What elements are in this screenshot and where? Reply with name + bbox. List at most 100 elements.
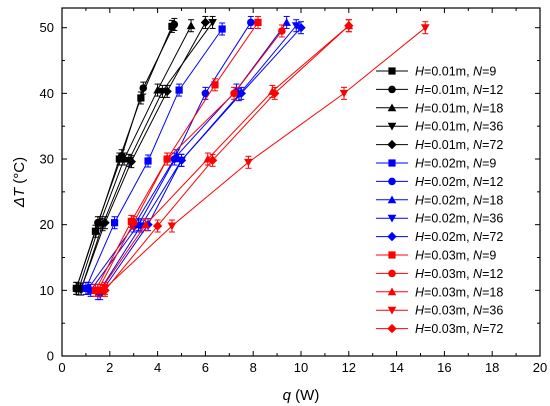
legend-entry: H=0.01m, N=18 [376, 101, 503, 115]
data-point [208, 18, 217, 27]
legend-entry: H=0.03m, N=18 [376, 285, 503, 299]
x-tick-label: 2 [106, 360, 113, 375]
legend-label: H=0.02m, N=36 [415, 212, 503, 226]
series-5 [82, 22, 226, 295]
legend-marker [388, 67, 396, 75]
x-tick-label: 8 [250, 360, 257, 375]
y-axis-var: ΔT [11, 186, 28, 208]
legend-marker [388, 251, 396, 259]
data-point [201, 89, 210, 98]
legend-marker [387, 122, 397, 131]
x-tick-label: 14 [389, 360, 403, 375]
legend-marker [387, 323, 397, 334]
data-point [176, 155, 187, 166]
data-point [278, 27, 286, 35]
legend-marker [388, 177, 396, 186]
legend-label: H=0.01m, N=36 [415, 120, 503, 134]
series-line [80, 22, 206, 290]
data-point [270, 88, 280, 99]
data-point [100, 285, 110, 296]
y-tick-label: 40 [40, 86, 54, 101]
legend-label: H=0.01m, N=12 [415, 83, 503, 97]
data-point [236, 88, 246, 99]
x-tick-label: 12 [342, 360, 356, 375]
data-point [139, 84, 148, 92]
legend-marker [388, 85, 396, 94]
data-point [152, 221, 163, 231]
y-axis-unit: (°C) [11, 157, 28, 188]
legend-label: H=0.01m, N=18 [415, 101, 503, 115]
legend-label: H=0.01m, N=9 [415, 65, 496, 79]
legend-entry: H=0.02m, N=18 [376, 193, 503, 207]
legend-marker [387, 103, 397, 112]
legend-label: H=0.03m, N=18 [415, 285, 503, 299]
data-point [344, 21, 354, 31]
legend-label: H=0.02m, N=9 [415, 157, 496, 171]
data-point [244, 158, 253, 167]
data-point [170, 20, 179, 29]
legend-label: H=0.03m, N=12 [415, 267, 503, 281]
legend-label: H=0.01m, N=72 [415, 138, 503, 152]
legend-marker [387, 214, 397, 223]
data-point [110, 219, 119, 227]
data-point [296, 23, 306, 33]
x-tick-label: 10 [294, 360, 308, 375]
series-14 [100, 19, 354, 297]
data-point [163, 155, 171, 163]
x-tick-label: 18 [485, 360, 499, 375]
legend-label: H=0.02m, N=72 [415, 230, 503, 244]
x-tick-label: 20 [533, 360, 547, 375]
data-point [141, 220, 150, 229]
legend-entry: H=0.01m, N=36 [376, 120, 503, 134]
legend-entry: H=0.03m, N=72 [376, 322, 503, 336]
legend-label: H=0.02m, N=12 [415, 175, 503, 189]
data-point [175, 86, 183, 94]
data-point [162, 86, 172, 97]
data-point [167, 222, 177, 231]
y-tick-label: 10 [40, 283, 54, 298]
data-point [207, 155, 218, 166]
y-tick-label: 0 [47, 349, 54, 364]
legend-marker [387, 287, 397, 296]
legend-entry: H=0.03m, N=36 [376, 304, 503, 318]
y-axis-title: ΔT (°C) [11, 157, 28, 208]
legend-label: H=0.03m, N=9 [415, 249, 496, 263]
series-13 [100, 21, 430, 295]
legend-entry: H=0.02m, N=12 [376, 175, 503, 189]
x-tick-label: 4 [154, 360, 161, 375]
x-tick-label: 0 [58, 360, 65, 375]
legend-entry: H=0.01m, N=9 [376, 65, 496, 79]
data-point [420, 24, 430, 33]
data-point [186, 21, 196, 30]
data-point [137, 94, 145, 102]
data-point [282, 18, 291, 26]
x-axis-unit: (W) [291, 387, 319, 404]
data-point [126, 156, 136, 167]
data-point [100, 218, 110, 228]
y-tick-label: 30 [40, 152, 54, 167]
data-point [247, 18, 255, 27]
series-4 [76, 15, 211, 296]
legend-label: H=0.03m, N=72 [415, 322, 503, 336]
data-point [136, 222, 146, 231]
data-point [291, 22, 301, 31]
legend-marker [388, 159, 396, 167]
series-3 [76, 15, 217, 296]
data-point [153, 85, 162, 94]
data-point [254, 18, 262, 27]
legend-marker [387, 195, 397, 204]
axis-ticks: 0 2 4 6 8 10 12 14 16 18 20 0 10 20 30 40 50 [40, 8, 547, 375]
legend-entry: H=0.02m, N=72 [376, 230, 503, 244]
data-point [200, 17, 211, 28]
legend-marker [387, 231, 397, 242]
legend-entry: H=0.01m, N=12 [376, 83, 503, 97]
data-point [230, 89, 238, 98]
legend-entry: H=0.02m, N=36 [376, 212, 503, 226]
data-point [144, 157, 152, 165]
legend-marker [387, 306, 397, 315]
legend: H=0.01m, N=9 H=0.01m, N=12 H=0.01m, N=18 H=… [376, 65, 503, 336]
x-tick-label: 6 [202, 360, 209, 375]
y-tick-label: 50 [40, 20, 54, 35]
data-point [115, 155, 123, 163]
